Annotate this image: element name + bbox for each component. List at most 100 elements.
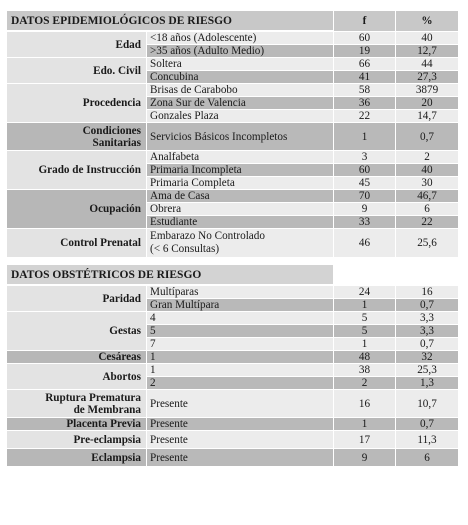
- table-row: Gestas 4 5 3,3: [6, 311, 459, 351]
- risk-data-table-container: DATOS EPIDEMIOLÓGICOS DE RIESGO f % Edad…: [6, 10, 459, 467]
- cell-pct: 1,3: [395, 376, 459, 390]
- cell-value: Gran Multípara: [146, 298, 334, 312]
- row-label-sanitarias: Condiciones Sanitarias: [6, 122, 147, 151]
- cell-pct: 3879: [395, 83, 459, 97]
- cell-f: 38: [333, 363, 396, 377]
- table-row: Condiciones Sanitarias Servicios Básicos …: [6, 122, 459, 151]
- row-label-civil: Edo. Civil: [6, 57, 147, 84]
- cell-value: 4: [146, 311, 334, 325]
- table-row: Obrera 9 6: [7, 202, 459, 216]
- table-row: Control Prenatal Embarazo No Controlado(…: [6, 228, 459, 258]
- cell-pct: 30: [395, 176, 459, 190]
- cell-value: Soltera: [146, 57, 334, 71]
- gap-cell: [6, 257, 459, 265]
- table-row: Estudiante 33 22: [7, 215, 459, 229]
- cell-f: 45: [333, 176, 396, 190]
- cell-value: Brisas de Carabobo: [146, 83, 334, 97]
- cell-pct: 12,7: [395, 44, 459, 58]
- cell-value: Primaria Incompleta: [146, 163, 334, 177]
- cell-value: Servicios Básicos Incompletos: [146, 122, 334, 151]
- cell-pct: 25,3: [395, 363, 459, 377]
- cell-f: 5: [333, 311, 396, 325]
- cell-pct: 0,7: [395, 122, 459, 151]
- cell-f: 1: [333, 298, 396, 312]
- cell-pct: 10,7: [395, 389, 459, 418]
- cell-f: 66: [333, 57, 396, 71]
- cell-pct: 3,3: [395, 311, 459, 325]
- cell-f: 9: [333, 202, 396, 216]
- cell-value: 7: [146, 337, 334, 351]
- cell-pct: 22: [395, 215, 459, 229]
- cell-f: 41: [333, 70, 396, 84]
- table-row: 5 5 3,3: [7, 324, 459, 338]
- cell-value: >35 años (Adulto Medio): [146, 44, 334, 58]
- cell-f: 33: [333, 215, 396, 229]
- cell-pct: 44: [395, 57, 459, 71]
- cell-pct: 6: [395, 448, 459, 467]
- table-row: Pre-eclampsia Presente 17 11,3: [6, 430, 459, 449]
- table-row: Edo. Civil Soltera 66 44: [6, 57, 459, 84]
- table-row: Eclampsia Presente 9 6: [6, 448, 459, 467]
- row-label-abortos: Abortos: [6, 363, 147, 390]
- cell-value: Primaria Completa: [146, 176, 334, 190]
- row-label-eclampsia: Eclampsia: [6, 448, 147, 467]
- cell-value: 2: [146, 376, 334, 390]
- col-pct-header: %: [395, 10, 459, 32]
- cell-value: Concubina: [146, 70, 334, 84]
- cell-f: 48: [333, 350, 396, 364]
- cell-f: 70: [333, 189, 396, 203]
- row-label-instruccion: Grado de Instrucción: [6, 150, 147, 190]
- label-line: Sanitarias: [92, 136, 142, 149]
- epi-section-title: DATOS EPIDEMIOLÓGICOS DE RIESGO: [6, 10, 334, 32]
- cell-f: 58: [333, 83, 396, 97]
- cell-f: 46: [333, 228, 396, 258]
- obst-header-blank: [333, 264, 459, 286]
- cell-f: 1: [333, 337, 396, 351]
- cell-pct: 46,7: [395, 189, 459, 203]
- table-row: Edad <18 años (Adolescente) 60 40: [6, 30, 459, 58]
- cell-value: 5: [146, 324, 334, 338]
- cell-value: Analfabeta: [146, 150, 334, 164]
- cell-f: 5: [333, 324, 396, 338]
- row-label-ocupacion: Ocupación: [6, 189, 147, 229]
- cell-f: 36: [333, 96, 396, 110]
- cell-pct: 40: [395, 163, 459, 177]
- header-row: DATOS EPIDEMIOLÓGICOS DE RIESGO f %: [6, 10, 459, 32]
- cell-pct: 0,7: [395, 417, 459, 431]
- cell-pct: 0,7: [395, 298, 459, 312]
- cell-value: Presente: [146, 448, 334, 467]
- cell-f: 22: [333, 109, 396, 123]
- cell-value: Obrera: [146, 202, 334, 216]
- cell-pct: 27,3: [395, 70, 459, 84]
- risk-data-table: DATOS EPIDEMIOLÓGICOS DE RIESGO f % Edad…: [6, 10, 459, 467]
- row-label-edad: Edad: [6, 30, 147, 58]
- cell-f: 1: [333, 417, 396, 431]
- cell-f: 19: [333, 44, 396, 58]
- cell-f: 17: [333, 430, 396, 449]
- cell-pct: 16: [395, 284, 459, 299]
- row-label-ruptura: Ruptura Prematura de Membrana: [6, 389, 147, 418]
- value-line: Embarazo No Controlado: [150, 230, 265, 242]
- cell-value: 1: [146, 350, 334, 364]
- cell-value: <18 años (Adolescente): [146, 30, 334, 45]
- cell-pct: 2: [395, 150, 459, 164]
- table-row: Zona Sur de Valencia 36 20: [7, 96, 459, 110]
- table-row: Ruptura Prematura de Membrana Presente 16…: [6, 389, 459, 418]
- row-label-paridad: Paridad: [6, 284, 147, 312]
- cell-pct: 40: [395, 30, 459, 45]
- cell-value: Ama de Casa: [146, 189, 334, 203]
- row-label-prenatal: Control Prenatal: [6, 228, 147, 258]
- value-line: (< 6 Consultas): [150, 243, 220, 255]
- label-line: de Membrana: [73, 403, 141, 416]
- cell-pct: 25,6: [395, 228, 459, 258]
- cell-value: Embarazo No Controlado (< 6 Consultas): [146, 228, 334, 258]
- label-line: Condiciones: [82, 124, 141, 137]
- cell-pct: 14,7: [395, 109, 459, 123]
- cell-f: 1: [333, 122, 396, 151]
- col-f-header: f: [333, 10, 396, 32]
- row-label-cesareas: Cesáreas: [6, 350, 147, 364]
- table-row: Ocupación Ama de Casa 70 46,7: [6, 189, 459, 229]
- section-gap: [6, 257, 459, 265]
- label-line: Ruptura Prematura: [45, 391, 141, 404]
- table-row: Cesáreas 1 48 32: [6, 350, 459, 364]
